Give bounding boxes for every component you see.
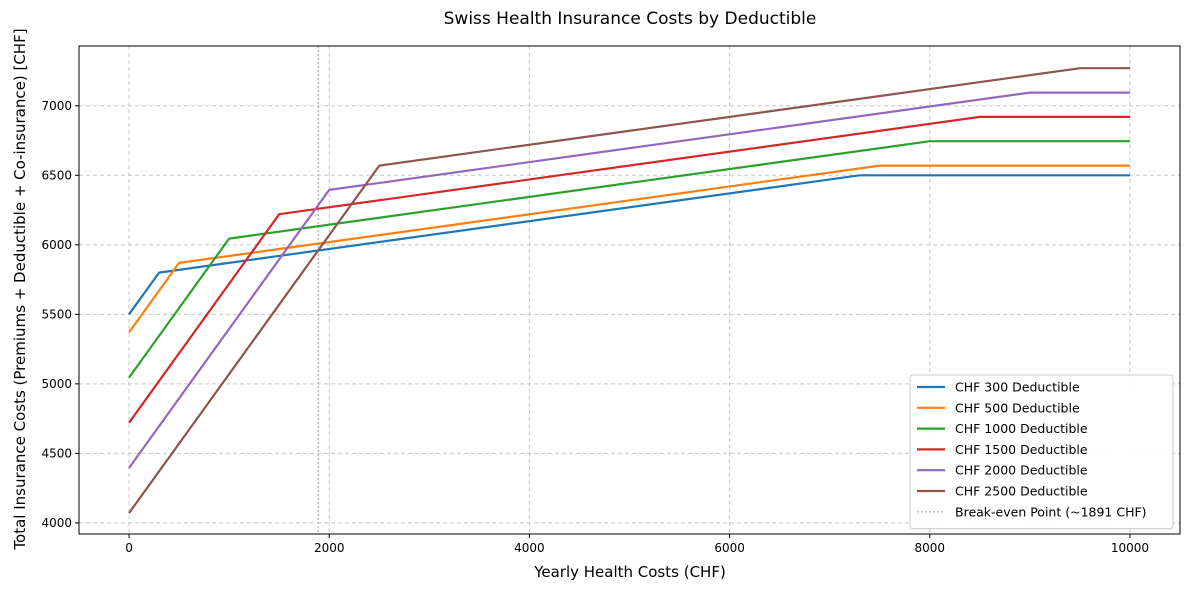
x-tick-label: 2000 [314, 541, 345, 555]
series-layer [128, 67, 1130, 514]
y-tick-label: 6000 [41, 238, 72, 252]
series-line [128, 91, 1130, 469]
legend-box [909, 374, 1174, 530]
plot-area-frame [78, 45, 1181, 535]
x-tick-label: 6000 [714, 541, 745, 555]
y-tick-label: 5000 [41, 377, 72, 391]
series-line [128, 174, 1130, 315]
legend-label: CHF 1000 Deductible [955, 421, 1088, 436]
y-tick-label: 6500 [41, 168, 72, 182]
chart-title: Swiss Health Insurance Costs by Deductib… [444, 9, 817, 29]
legend-label: CHF 1500 Deductible [955, 442, 1088, 457]
y-axis-label: Total Insurance Costs (Premiums + Deduct… [11, 28, 29, 550]
x-tick-label: 8000 [914, 541, 945, 555]
legend-label: CHF 300 Deductible [955, 380, 1080, 395]
x-tick-label: 0 [125, 541, 133, 555]
y-tick-label: 4500 [41, 446, 72, 460]
legend: CHF 300 Deductible CHF 500 Deductible CHF … [909, 374, 1174, 530]
series-line [128, 67, 1130, 514]
x-tick-label: 4000 [514, 541, 545, 555]
y-tick-label: 4000 [41, 516, 72, 530]
y-tick-label: 5500 [41, 307, 72, 321]
x-axis-label: Yearly Health Costs (CHF) [533, 563, 726, 581]
y-axis-ticks: 4000 4500 5000 5500 6000 6500 7000 [41, 99, 79, 530]
legend-label: Break-even Point (~1891 CHF) [955, 504, 1147, 519]
legend-label: CHF 500 Deductible [955, 400, 1080, 415]
series-line [128, 164, 1130, 334]
x-tick-label: 10000 [1111, 541, 1149, 555]
legend-label: CHF 2500 Deductible [955, 484, 1088, 499]
series-line [128, 140, 1130, 379]
x-axis-ticks: 0 2000 4000 6000 8000 10000 [125, 534, 1149, 555]
y-tick-label: 7000 [41, 99, 72, 113]
series-line [128, 115, 1130, 424]
legend-label: CHF 2000 Deductible [955, 463, 1088, 478]
